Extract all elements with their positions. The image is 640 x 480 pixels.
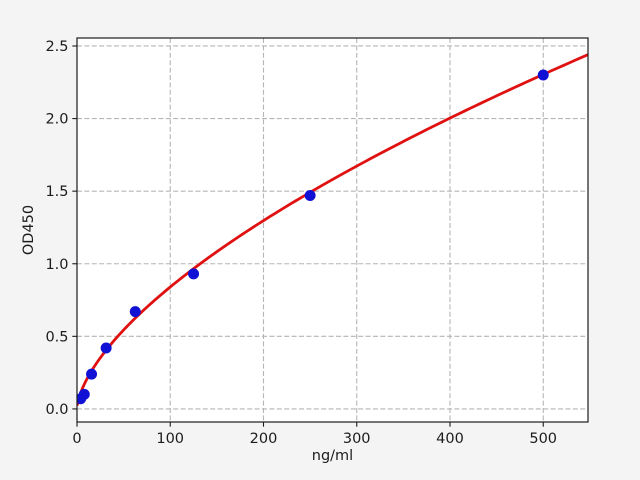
- data-point: [129, 306, 141, 318]
- data-layer: [77, 53, 588, 406]
- x-tick-label: 0: [72, 431, 81, 447]
- plot-background: [77, 38, 588, 422]
- x-tick-label: 500: [529, 431, 557, 447]
- gridlines: [76, 38, 588, 422]
- data-points: [77, 69, 549, 405]
- data-point: [78, 388, 90, 400]
- x-tick-label: 400: [436, 431, 464, 447]
- x-tick-label: 200: [250, 431, 278, 447]
- x-tick-label: 300: [343, 431, 371, 447]
- data-point: [188, 268, 200, 280]
- data-point: [100, 342, 112, 354]
- x-axis-label: ng/ml: [312, 448, 353, 464]
- fit-curve: [77, 53, 588, 406]
- y-tick-label: 2.5: [45, 39, 68, 55]
- data-point: [537, 69, 549, 81]
- y-tick-label: 1.0: [45, 257, 68, 273]
- plot-border: [76, 37, 589, 423]
- y-axis-label: OD450: [21, 205, 37, 255]
- y-tick-label: 1.5: [45, 184, 68, 200]
- y-tick-label: 0.0: [45, 402, 68, 418]
- data-point: [304, 190, 316, 202]
- tick-labels: 0 100 200 300 400 500 0.0 0.5 1.0 1.5 2.0 2.5: [45, 39, 557, 447]
- x-tick-label: 100: [156, 431, 184, 447]
- y-tick-label: 0.5: [45, 329, 68, 345]
- tick-marks: [72, 45, 544, 427]
- data-point: [86, 368, 98, 380]
- y-tick-label: 2.0: [45, 112, 68, 128]
